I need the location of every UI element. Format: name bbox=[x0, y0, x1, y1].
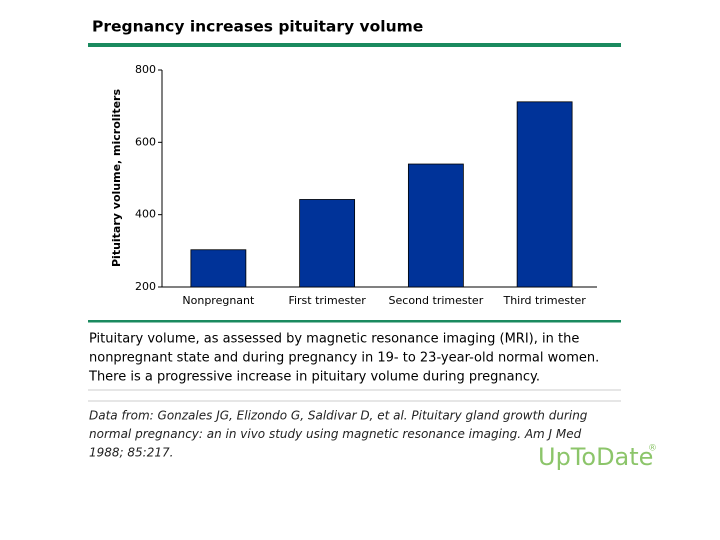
y-tick-label: 200 bbox=[135, 280, 156, 293]
bar bbox=[516, 101, 573, 288]
bar bbox=[299, 199, 356, 288]
caption-line: There is a progressive increase in pitui… bbox=[88, 370, 540, 385]
caption-line: Pituitary volume, as assessed by magneti… bbox=[89, 332, 579, 347]
logo-mark: ® bbox=[648, 444, 657, 454]
x-tick-label: Third trimester bbox=[502, 294, 586, 307]
citation-line: Data from: Gonzales JG, Elizondo G, Sald… bbox=[89, 409, 588, 423]
citation-line: normal pregnancy: an in vivo study using… bbox=[89, 427, 582, 441]
title-rule bbox=[88, 43, 621, 47]
y-tick-label: 400 bbox=[135, 208, 156, 221]
bar bbox=[407, 163, 464, 288]
y-tick-label: 800 bbox=[135, 63, 156, 76]
caption-line: nonpregnant state and during pregnancy i… bbox=[89, 351, 599, 366]
caption-rule bbox=[88, 320, 621, 323]
logo: UpToDate bbox=[538, 443, 653, 471]
bar bbox=[190, 249, 247, 288]
y-axis-label: Pituitary volume, microliters bbox=[110, 89, 123, 267]
y-tick-label: 600 bbox=[135, 135, 156, 148]
citation: Data from: Gonzales JG, Elizondo G, Sald… bbox=[89, 409, 588, 460]
caption: Pituitary volume, as assessed by magneti… bbox=[88, 332, 599, 385]
chart-title: Pregnancy increases pituitary volume bbox=[92, 18, 423, 36]
citation-line: 1988; 85:217. bbox=[89, 446, 173, 460]
x-tick-label: Nonpregnant bbox=[182, 294, 255, 307]
x-tick-label: First trimester bbox=[288, 294, 366, 307]
x-tick-label: Second trimester bbox=[389, 294, 484, 307]
